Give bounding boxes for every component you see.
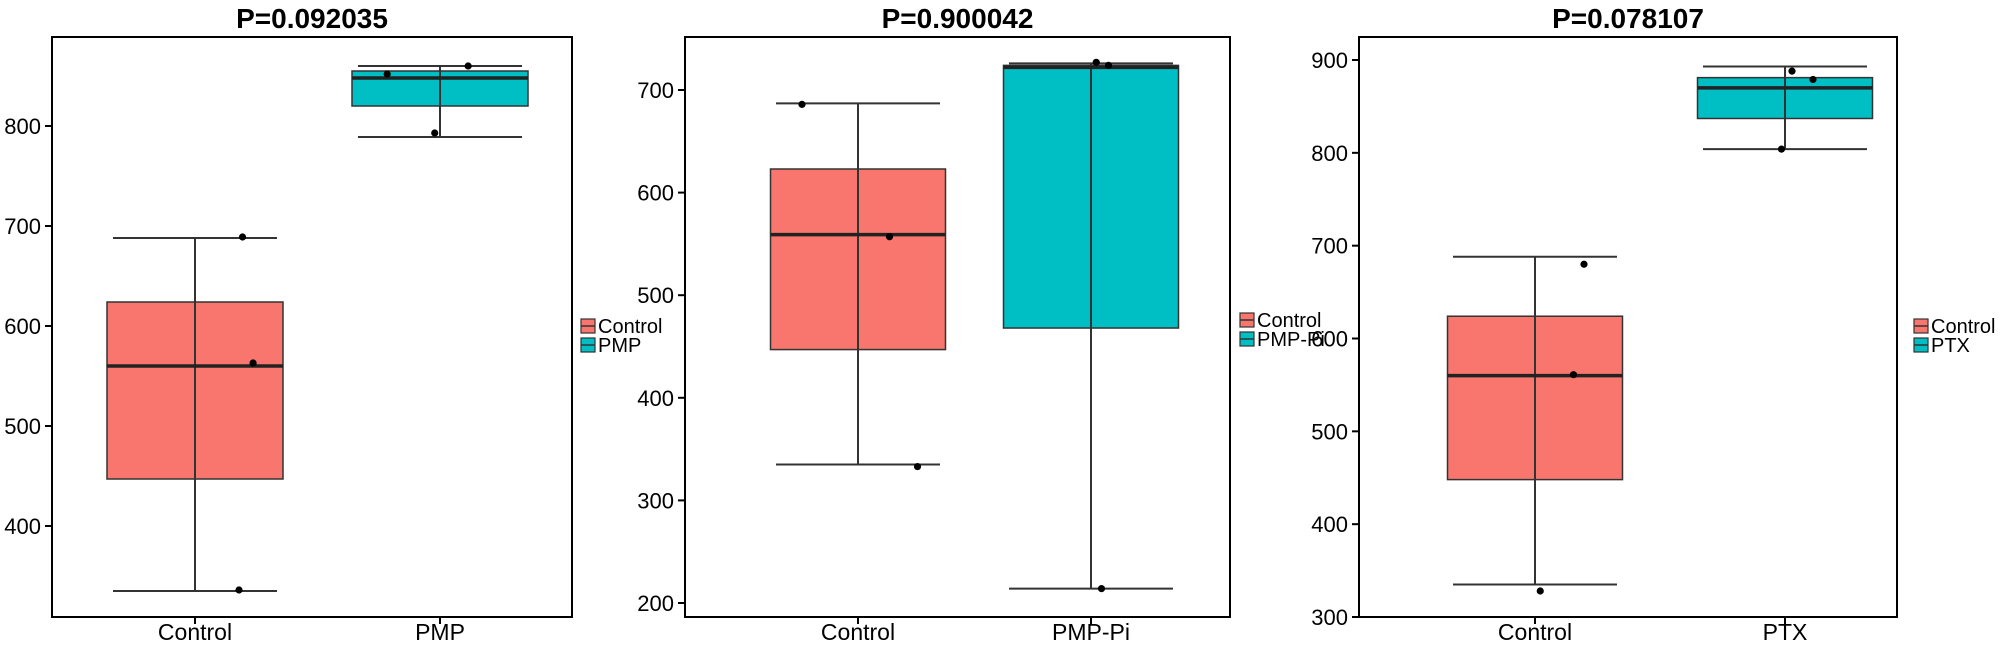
chart-title: P=0.900042 xyxy=(882,3,1034,34)
data-point xyxy=(1788,67,1796,75)
data-point xyxy=(885,233,894,241)
data-point xyxy=(1104,61,1113,69)
box-control xyxy=(1446,255,1624,595)
y-tick-label: 700 xyxy=(4,214,41,239)
y-tick-label: 900 xyxy=(1311,48,1348,73)
y-tick-label: 400 xyxy=(4,514,41,539)
plot-frame xyxy=(1358,36,1898,618)
data-point xyxy=(1536,587,1544,595)
data-point xyxy=(383,70,391,78)
legend-label: PTX xyxy=(1931,335,1970,357)
y-tick-label: 400 xyxy=(637,386,674,411)
data-point xyxy=(1092,58,1100,66)
legend-label: Control xyxy=(598,316,662,338)
y-tick-label: 800 xyxy=(1311,141,1348,166)
data-point xyxy=(798,100,806,108)
data-point xyxy=(1569,371,1578,379)
box-control xyxy=(106,233,284,594)
box-pmp xyxy=(351,62,529,138)
x-tick-label: Control xyxy=(1498,619,1572,645)
y-tick-label: 600 xyxy=(4,314,41,339)
legend-label: Control xyxy=(1257,310,1321,332)
data-point xyxy=(913,462,922,471)
y-tick-label: 500 xyxy=(1311,419,1348,444)
y-tick-label: 200 xyxy=(637,591,674,616)
y-tick-label: 700 xyxy=(1311,234,1348,259)
y-tick-label: 500 xyxy=(4,414,41,439)
data-point xyxy=(1580,260,1588,268)
y-tick-label: 400 xyxy=(1311,512,1348,537)
data-point xyxy=(464,62,472,70)
x-tick-label: PTX xyxy=(1763,619,1808,645)
x-tick-label: Control xyxy=(158,619,232,645)
x-tick-label: Control xyxy=(821,619,895,645)
data-point xyxy=(1809,75,1817,84)
data-point xyxy=(249,359,257,367)
data-point xyxy=(431,129,439,137)
data-point xyxy=(235,586,243,594)
legend-label: PMP xyxy=(598,335,641,357)
y-tick-label: 600 xyxy=(637,181,674,206)
legend-label: Control xyxy=(1931,316,1995,338)
x-tick-label: PMP xyxy=(415,619,465,645)
chart-title: P=0.078107 xyxy=(1552,3,1704,34)
box-control xyxy=(769,100,947,471)
y-tick-label: 700 xyxy=(637,78,674,103)
y-tick-label: 500 xyxy=(637,283,674,308)
y-tick-label: 600 xyxy=(1311,327,1348,352)
y-tick-label: 300 xyxy=(637,488,674,513)
data-point xyxy=(1777,145,1786,153)
chart-title: P=0.092035 xyxy=(236,3,388,34)
data-point xyxy=(1097,585,1106,593)
legend-label: PMP-Pi xyxy=(1257,329,1325,351)
data-point xyxy=(238,233,247,241)
box-ptx xyxy=(1696,65,1874,153)
box-pmp-pi xyxy=(1002,58,1180,593)
x-tick-label: PMP-Pi xyxy=(1052,619,1130,645)
y-tick-label: 300 xyxy=(1311,605,1348,630)
y-tick-label: 800 xyxy=(4,114,41,139)
